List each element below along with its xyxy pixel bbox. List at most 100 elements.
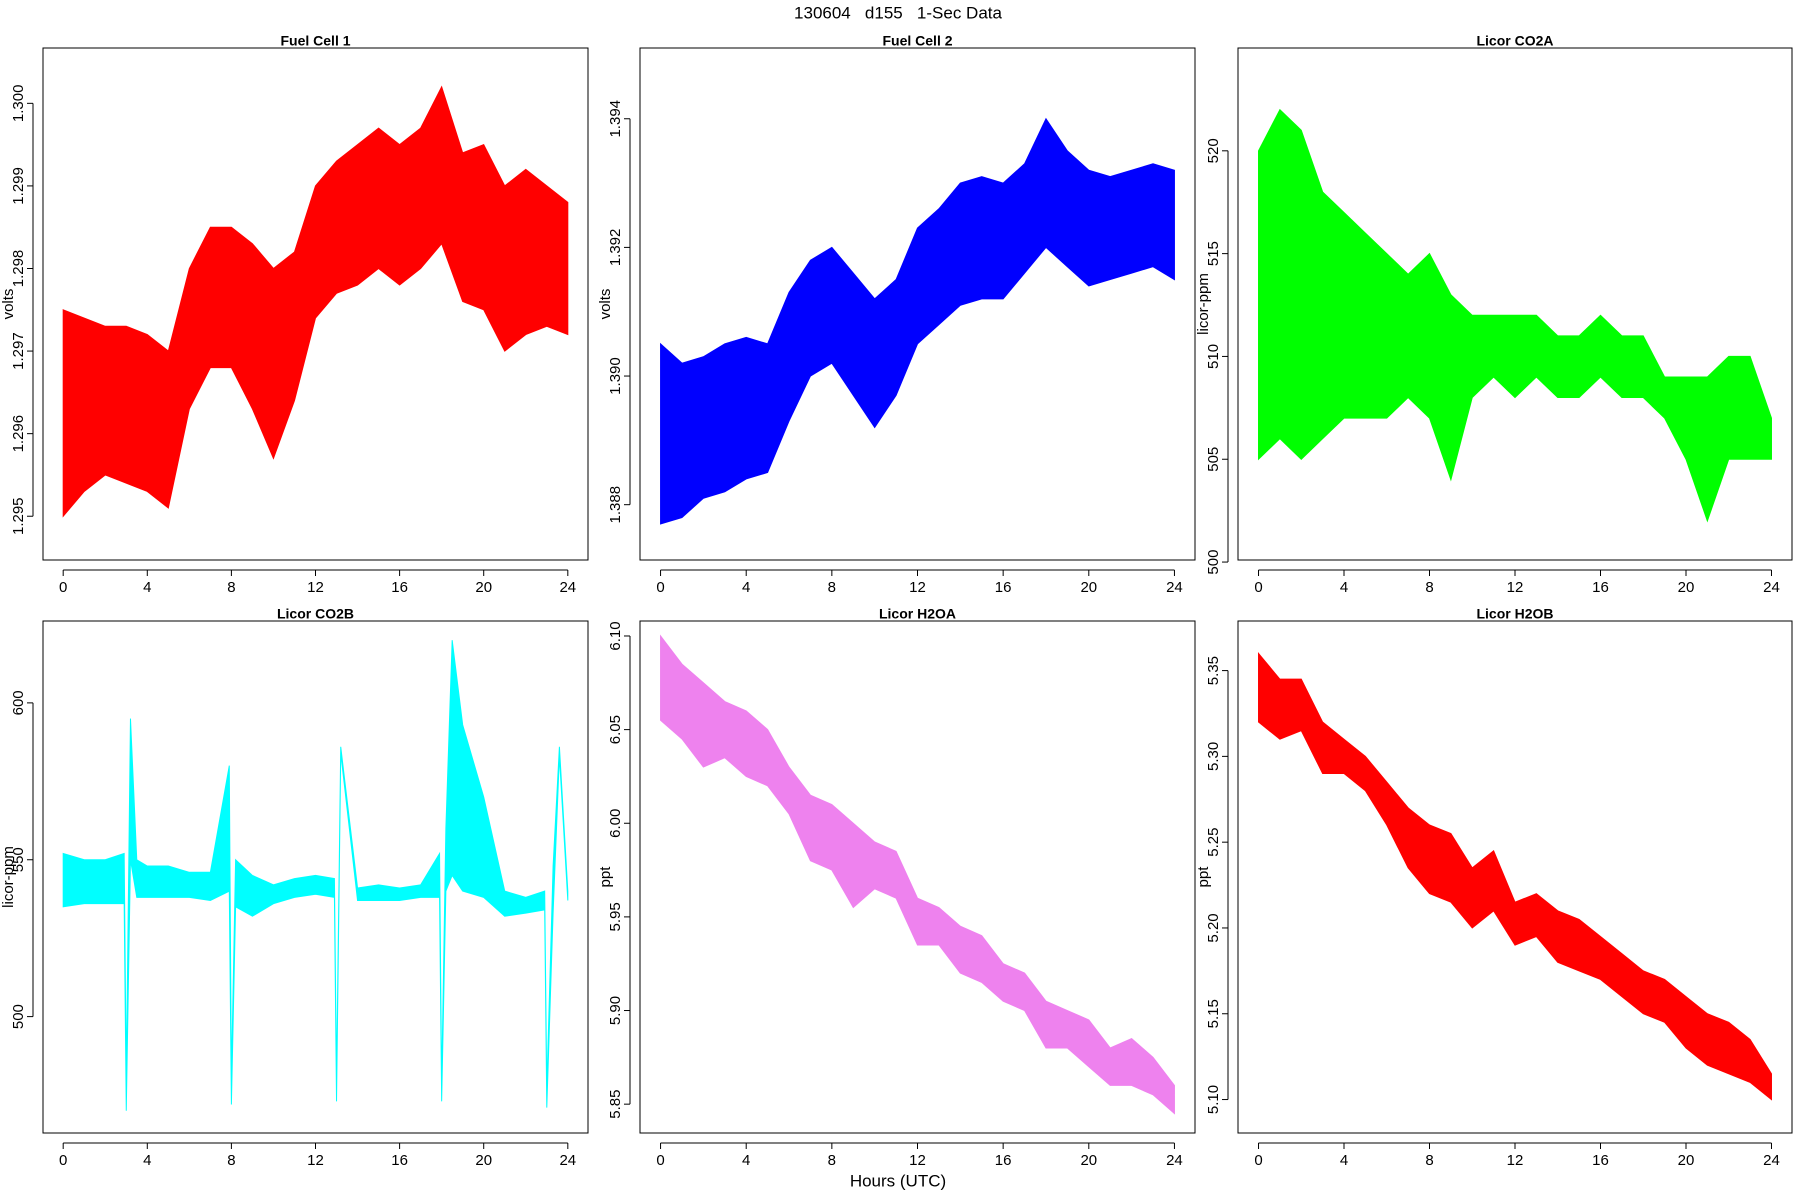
y-tick-label: 5.95 — [607, 902, 624, 931]
x-tick-label: 12 — [909, 579, 926, 596]
x-tick-label: 4 — [742, 579, 750, 596]
x-tick-label: 0 — [59, 579, 67, 596]
data-band — [660, 634, 1175, 1115]
y-tick-label: 515 — [1205, 241, 1222, 266]
y-tick-label: 550 — [10, 847, 27, 872]
y-tick-label: 1.296 — [10, 415, 27, 453]
x-tick-label: 16 — [1592, 579, 1609, 596]
panel-title: Licor H2OA — [879, 606, 956, 622]
y-tick-label: 500 — [1205, 550, 1222, 575]
x-tick-label: 16 — [391, 579, 408, 596]
plot-frame — [42, 47, 589, 561]
x-tick-label: 12 — [307, 579, 324, 596]
y-tick-label: 505 — [1205, 447, 1222, 472]
x-tick-label: 4 — [143, 1152, 151, 1169]
y-tick-label: 5.35 — [1205, 656, 1222, 685]
x-tick-label: 20 — [475, 1152, 492, 1169]
x-tick-label: 12 — [1507, 1152, 1524, 1169]
x-tick-label: 8 — [1425, 1152, 1433, 1169]
x-tick-label: 20 — [475, 579, 492, 596]
y-axis-label: ppt — [1195, 866, 1212, 888]
x-tick-label: 20 — [1080, 579, 1097, 596]
data-band — [62, 85, 569, 518]
plot-frame — [1237, 620, 1793, 1134]
x-tick-label: 12 — [1507, 579, 1524, 596]
y-tick-label: 1.295 — [10, 497, 27, 535]
plot-frame — [639, 47, 1196, 561]
x-tick-label: 8 — [828, 579, 836, 596]
y-tick-label: 600 — [10, 690, 27, 715]
x-tick-label: 24 — [1166, 579, 1183, 596]
x-tick-label: 24 — [1166, 1152, 1183, 1169]
y-axis-label: licor-ppm — [0, 846, 17, 908]
y-tick-label: 6.10 — [607, 621, 624, 650]
y-tick-label: 6.00 — [607, 809, 624, 838]
x-tick-label: 16 — [1592, 1152, 1609, 1169]
y-tick-label: 1.394 — [607, 100, 624, 138]
y-tick-label: 500 — [10, 1004, 27, 1029]
x-tick-label: 12 — [307, 1152, 324, 1169]
panel-title: Licor H2OB — [1476, 606, 1553, 622]
y-tick-label: 1.392 — [607, 229, 624, 267]
y-tick-label: 520 — [1205, 138, 1222, 163]
x-tick-label: 8 — [1425, 579, 1433, 596]
y-tick-label: 1.298 — [10, 250, 27, 288]
x-tick-label: 4 — [1340, 1152, 1348, 1169]
x-tick-label: 8 — [227, 1152, 235, 1169]
data-band — [660, 117, 1175, 525]
x-tick-label: 0 — [1254, 579, 1262, 596]
y-tick-label: 6.05 — [607, 715, 624, 744]
panel-title: Fuel Cell 2 — [882, 33, 952, 49]
x-tick-label: 4 — [143, 579, 151, 596]
panel-title: Licor CO2A — [1476, 33, 1553, 49]
panel-title: Licor CO2B — [277, 606, 354, 622]
y-axis-label: ppt — [597, 866, 614, 888]
data-band — [1258, 108, 1772, 523]
x-tick-label: 24 — [559, 579, 576, 596]
x-tick-label: 4 — [742, 1152, 750, 1169]
y-axis-label: licor-ppm — [1195, 273, 1212, 335]
y-tick-label: 5.85 — [607, 1090, 624, 1119]
x-tick-label: 16 — [391, 1152, 408, 1169]
x-tick-label: 0 — [59, 1152, 67, 1169]
x-tick-label: 20 — [1678, 1152, 1695, 1169]
y-tick-label: 5.20 — [1205, 913, 1222, 942]
x-tick-label: 4 — [1340, 579, 1348, 596]
y-axis-label: volts — [597, 289, 614, 320]
y-tick-label: 5.25 — [1205, 828, 1222, 857]
y-tick-label: 1.299 — [10, 167, 27, 205]
x-tick-label: 16 — [995, 1152, 1012, 1169]
x-tick-label: 0 — [1254, 1152, 1262, 1169]
y-tick-label: 1.297 — [10, 332, 27, 370]
y-tick-label: 510 — [1205, 344, 1222, 369]
data-band — [62, 640, 569, 1111]
x-tick-label: 16 — [995, 579, 1012, 596]
x-tick-label: 12 — [909, 1152, 926, 1169]
y-tick-label: 5.15 — [1205, 999, 1222, 1028]
y-tick-label: 5.30 — [1205, 742, 1222, 771]
data-band — [1258, 652, 1772, 1101]
x-tick-label: 8 — [828, 1152, 836, 1169]
plot-frame — [639, 620, 1196, 1134]
plot-frame — [42, 620, 589, 1134]
plot-frame — [1237, 47, 1793, 561]
x-tick-label: 24 — [1763, 1152, 1780, 1169]
x-tick-label: 20 — [1678, 579, 1695, 596]
y-tick-label: 1.390 — [607, 357, 624, 395]
page-title: 130604 d155 1-Sec Data — [794, 3, 1002, 22]
y-tick-label: 5.10 — [1205, 1085, 1222, 1114]
y-tick-label: 1.388 — [607, 486, 624, 524]
x-tick-label: 24 — [559, 1152, 576, 1169]
y-tick-label: 5.90 — [607, 996, 624, 1025]
x-tick-label: 24 — [1763, 579, 1780, 596]
x-tick-label: 20 — [1080, 1152, 1097, 1169]
y-tick-label: 1.300 — [10, 85, 27, 123]
x-axis-label: Hours (UTC) — [850, 1171, 946, 1190]
panel-title: Fuel Cell 1 — [280, 33, 350, 49]
x-tick-label: 0 — [656, 1152, 664, 1169]
y-axis-label: volts — [0, 289, 17, 320]
x-tick-label: 0 — [656, 579, 664, 596]
x-tick-label: 8 — [227, 579, 235, 596]
